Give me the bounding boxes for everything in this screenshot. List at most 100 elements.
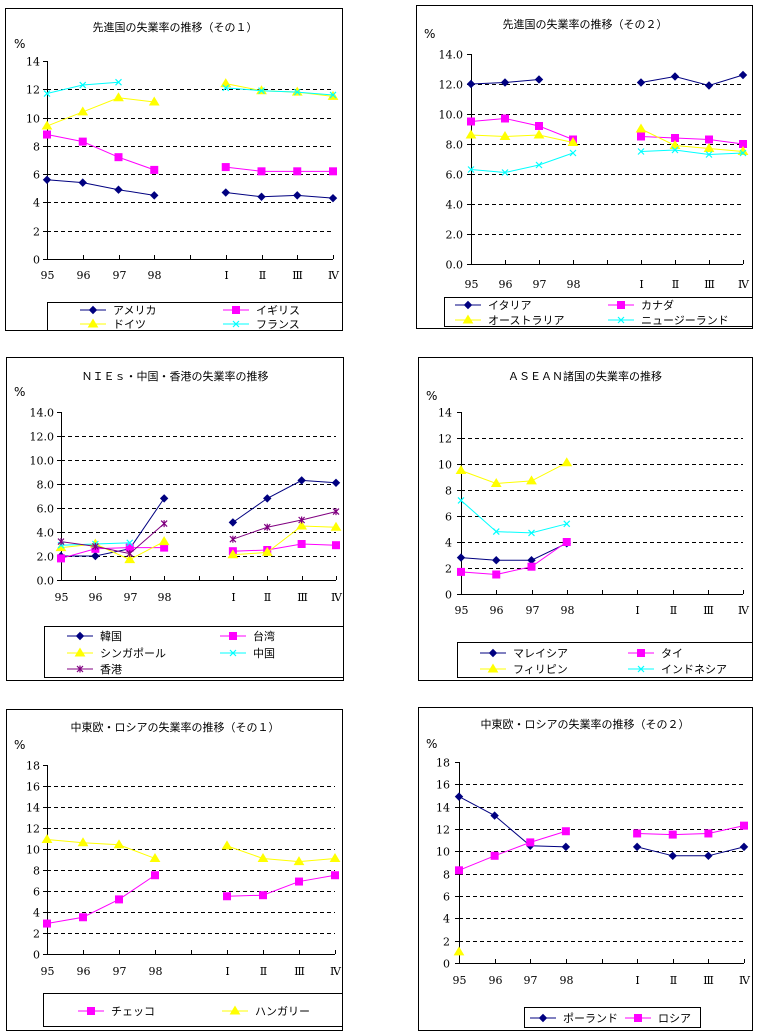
- y-tick-label: 2.0: [37, 551, 55, 564]
- series-line: [225, 192, 334, 199]
- legend-marker: [229, 649, 237, 657]
- x-tick-label: 95: [41, 965, 55, 978]
- data-point: [455, 465, 467, 474]
- x-tick-label: Ⅲ: [297, 591, 308, 604]
- data-point: [704, 81, 714, 90]
- chart-frame: [418, 357, 753, 681]
- legend-marker: [637, 665, 645, 673]
- data-point: [490, 811, 499, 820]
- x-tick-label: Ⅳ: [331, 591, 343, 604]
- legend-box: [444, 297, 753, 327]
- series-line: [640, 74, 744, 87]
- data-point: [79, 81, 87, 89]
- data-point: [222, 84, 230, 92]
- data-point: [258, 87, 265, 95]
- data-point: [148, 96, 160, 106]
- y-tick-label: 2.0: [446, 229, 464, 242]
- legend-item: インドネシア: [628, 663, 727, 676]
- legend-label: ポーランド: [563, 1012, 618, 1025]
- data-point: [705, 151, 713, 158]
- legend-item: 中国: [220, 647, 275, 660]
- data-point: [221, 188, 230, 197]
- y-tick-label: 10.0: [30, 455, 55, 468]
- x-tick-label: Ⅱ: [670, 974, 677, 987]
- data-point: [296, 520, 308, 530]
- series-香港: [57, 508, 340, 558]
- x-tick-label: Ⅳ: [738, 604, 750, 617]
- y-tick-label: 16: [26, 781, 40, 794]
- data-point: [467, 166, 475, 173]
- data-point: [633, 829, 642, 838]
- series-line: [225, 87, 334, 96]
- legend: チェッコ ハンガリー: [43, 993, 343, 1027]
- x-tick-label: 98: [561, 604, 575, 617]
- y-tick-label: 0: [443, 958, 450, 971]
- data-point: [298, 516, 306, 524]
- y-tick-label: 10: [436, 846, 450, 859]
- series-line: [226, 845, 336, 863]
- data-point: [668, 830, 677, 839]
- data-point: [567, 137, 579, 146]
- y-tick-label: 4: [443, 913, 450, 926]
- data-point: [457, 567, 465, 576]
- data-point: [91, 551, 100, 561]
- x-tick-label: Ⅰ: [635, 974, 639, 987]
- series-line: [458, 796, 566, 848]
- x-tick-label: 97: [113, 965, 127, 978]
- y-unit-label: %: [14, 385, 25, 399]
- data-point: [221, 163, 230, 172]
- x-tick-label: 97: [526, 604, 540, 617]
- legend-label: イギリス: [256, 304, 300, 317]
- data-point: [78, 137, 87, 146]
- data-point: [535, 122, 543, 130]
- legend-marker: [87, 318, 99, 328]
- data-point: [261, 546, 273, 556]
- data-point: [535, 161, 543, 169]
- data-point: [43, 130, 51, 139]
- data-point: [149, 852, 161, 862]
- data-point: [293, 856, 305, 866]
- series-line: [470, 134, 574, 143]
- legend-marker: [462, 314, 474, 324]
- chart-2: 先進国の失業率の推移（その２）% 0.0 2.0 4.0 6.0 8.0 10.0 12.0 1…: [416, 5, 753, 329]
- series-line: [46, 839, 156, 859]
- data-point: [636, 78, 646, 87]
- data-point: [150, 165, 159, 174]
- x-tick-label: 98: [148, 269, 162, 282]
- legend-marker: [617, 301, 625, 309]
- legend-marker: [634, 1014, 642, 1022]
- y-tick-label: 2: [33, 928, 40, 941]
- legend-label: フィリピン: [513, 663, 568, 676]
- series-ロシア: [455, 821, 748, 875]
- series-line: [46, 97, 155, 127]
- data-point: [739, 842, 749, 852]
- data-point: [562, 538, 571, 546]
- chart-1: 先進国の失業率の推移（その１）% 0 2 4 6 8 10 12 14 95 96 97 98 Ⅰ Ⅱ Ⅲ Ⅳ ア…: [5, 8, 343, 331]
- data-point: [227, 549, 239, 559]
- legend-item: 韓国: [67, 630, 122, 643]
- data-point: [465, 129, 477, 139]
- chart-title: ＡＳＥＡＮ諸国の失業率の推移: [508, 369, 662, 383]
- legend-label: イタリア: [488, 299, 532, 312]
- legend-item: チェッコ: [78, 1005, 155, 1018]
- data-point: [113, 839, 125, 849]
- data-point: [57, 554, 65, 563]
- legend-marker: [463, 300, 473, 310]
- data-point: [160, 520, 168, 528]
- legend-item: ロシア: [625, 1012, 691, 1025]
- legend-item: イタリア: [455, 299, 532, 312]
- x-tick-label: 96: [490, 604, 504, 617]
- data-point: [259, 891, 267, 900]
- data-point: [263, 523, 271, 531]
- data-point: [229, 535, 237, 543]
- data-point: [330, 521, 342, 531]
- series-フィリピン: [455, 457, 573, 487]
- data-point: [126, 539, 134, 547]
- legend-marker: [229, 1005, 241, 1015]
- data-point: [668, 851, 677, 861]
- x-tick-label: Ⅲ: [703, 974, 714, 987]
- y-tick-label: 8: [443, 869, 450, 882]
